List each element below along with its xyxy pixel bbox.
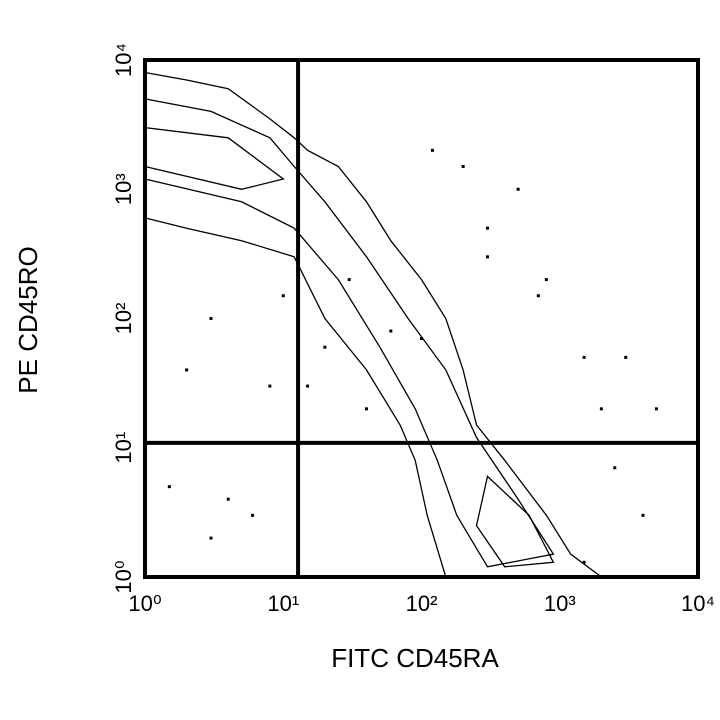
- event-dot: [323, 345, 327, 349]
- event-dot: [485, 255, 489, 259]
- event-dot: [389, 329, 393, 333]
- event-dot: [306, 384, 310, 388]
- event-dot: [209, 317, 213, 320]
- x-tick-label: 10⁰: [128, 591, 161, 616]
- event-dot: [209, 536, 213, 540]
- event-dot: [582, 560, 586, 564]
- event-dot: [268, 384, 272, 388]
- x-tick-label: 10¹: [267, 591, 299, 616]
- x-axis-title: FITC CD45RA: [331, 643, 499, 673]
- contour-line: [144, 71, 604, 578]
- event-dot: [516, 187, 520, 191]
- contour-line: [475, 475, 555, 568]
- event-dot: [167, 485, 171, 489]
- x-tick-label: 10⁴: [681, 591, 715, 616]
- x-tick-label: 10³: [544, 591, 576, 616]
- event-dot: [461, 164, 465, 168]
- y-tick-label: 10⁰: [111, 560, 136, 593]
- contour-line: [144, 126, 285, 190]
- event-dot: [485, 226, 489, 230]
- y-axis-title: PE CD45RO: [13, 246, 43, 393]
- y-tick-label: 10¹: [111, 432, 136, 464]
- event-dot: [347, 278, 351, 282]
- event-dot: [624, 355, 628, 359]
- event-dot: [536, 294, 540, 298]
- event-dot: [613, 466, 617, 470]
- event-dot: [430, 148, 434, 152]
- contour-line: [144, 98, 555, 568]
- event-dot: [420, 337, 423, 341]
- event-dot: [599, 407, 603, 411]
- event-dot: [544, 278, 548, 282]
- event-dot: [226, 497, 230, 501]
- event-dot: [251, 513, 255, 517]
- event-dot: [185, 368, 189, 372]
- plot-frame: [143, 58, 700, 579]
- event-dot: [281, 294, 285, 298]
- y-tick-label: 10³: [111, 173, 136, 205]
- x-tick-label: 10²: [406, 591, 438, 616]
- y-tick-label: 10²: [111, 303, 136, 335]
- y-tick-label: 10⁴: [111, 43, 136, 77]
- event-dot: [654, 407, 658, 411]
- event-dot: [641, 513, 645, 517]
- event-dot: [582, 355, 586, 359]
- event-dot: [364, 407, 368, 411]
